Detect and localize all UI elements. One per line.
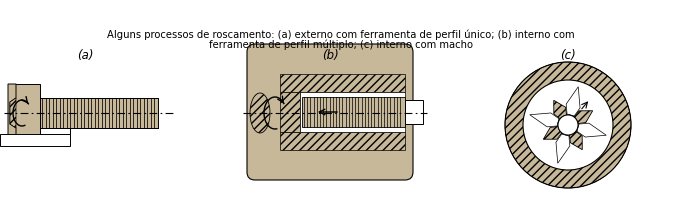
Text: ferramenta de perfil múltiplo; (c) interno com macho: ferramenta de perfil múltiplo; (c) inter…: [209, 40, 473, 50]
Text: (a): (a): [77, 49, 93, 62]
Circle shape: [558, 115, 578, 135]
Circle shape: [523, 80, 613, 170]
Circle shape: [505, 62, 631, 188]
FancyBboxPatch shape: [405, 100, 423, 124]
Polygon shape: [530, 113, 559, 127]
FancyBboxPatch shape: [0, 134, 70, 146]
Polygon shape: [10, 98, 16, 128]
Polygon shape: [574, 111, 593, 124]
Polygon shape: [554, 100, 567, 119]
Polygon shape: [569, 131, 582, 150]
FancyBboxPatch shape: [302, 97, 405, 127]
Polygon shape: [8, 84, 16, 142]
FancyBboxPatch shape: [8, 84, 40, 142]
Ellipse shape: [250, 93, 270, 133]
Text: (c): (c): [560, 49, 576, 62]
Polygon shape: [544, 126, 562, 139]
FancyBboxPatch shape: [247, 44, 413, 180]
Text: (b): (b): [322, 49, 338, 62]
Polygon shape: [577, 123, 606, 137]
FancyBboxPatch shape: [40, 98, 158, 128]
FancyBboxPatch shape: [300, 92, 405, 132]
Circle shape: [558, 115, 578, 135]
Polygon shape: [566, 87, 580, 116]
Polygon shape: [556, 134, 570, 163]
FancyBboxPatch shape: [280, 132, 405, 150]
FancyBboxPatch shape: [280, 74, 405, 92]
Text: Alguns processos de roscamento: (a) externo com ferramenta de perfil único; (b) : Alguns processos de roscamento: (a) exte…: [107, 30, 575, 40]
FancyBboxPatch shape: [280, 92, 300, 132]
